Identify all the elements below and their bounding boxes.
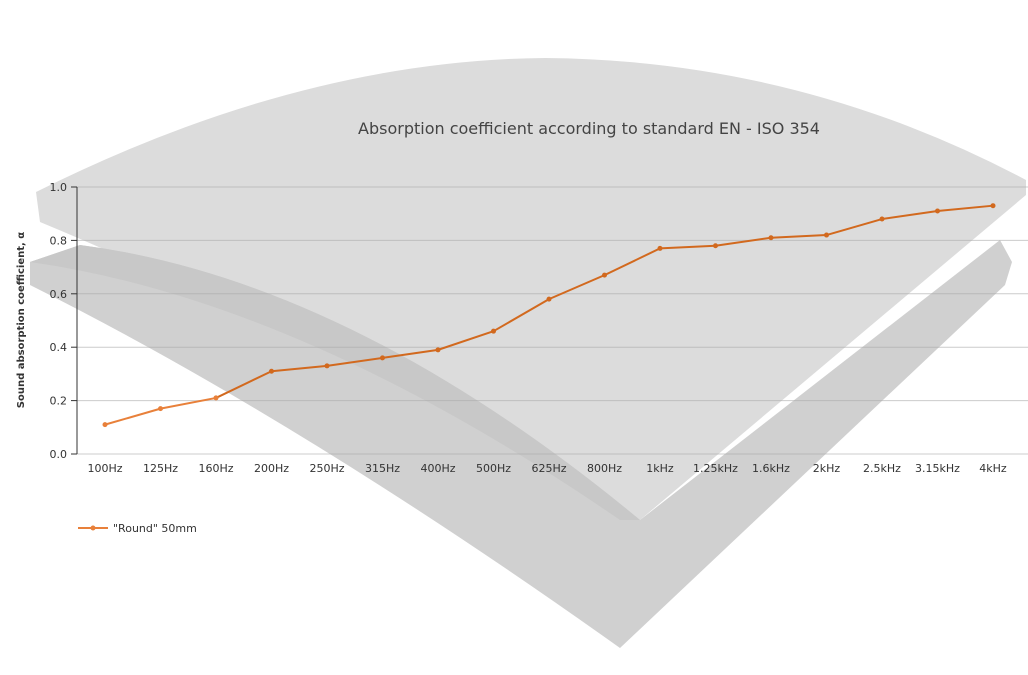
data-point-1kHz[interactable] bbox=[657, 245, 663, 251]
x-tick-label: 125Hz bbox=[143, 462, 178, 475]
y-axis-label: Sound absorption coefficient, α bbox=[16, 232, 27, 408]
x-tick-label: 400Hz bbox=[420, 462, 455, 475]
series-segment bbox=[160, 396, 217, 410]
series-segment bbox=[770, 234, 827, 239]
data-point-400Hz[interactable] bbox=[435, 347, 441, 353]
chart-title: Absorption coefficient according to stan… bbox=[358, 119, 820, 138]
data-point-1.6kHz[interactable] bbox=[768, 235, 774, 241]
x-tick-label: 2kHz bbox=[813, 462, 841, 475]
y-tick-label: 0.8 bbox=[50, 234, 68, 247]
y-tick-label: 0.0 bbox=[50, 448, 68, 461]
series-segment bbox=[271, 364, 328, 373]
x-tick-label: 200Hz bbox=[254, 462, 289, 475]
data-point-2.5kHz[interactable] bbox=[879, 216, 885, 222]
series-segment bbox=[715, 236, 772, 247]
data-point-315Hz[interactable] bbox=[380, 355, 385, 361]
data-point-2kHz[interactable] bbox=[824, 232, 829, 238]
foam-panel-background bbox=[30, 58, 1026, 648]
data-point-4kHz[interactable] bbox=[990, 203, 996, 209]
x-tick-label: 2.5kHz bbox=[863, 462, 901, 475]
series-segment bbox=[215, 370, 272, 399]
legend[interactable]: "Round" 50mm bbox=[78, 522, 197, 535]
series-segment bbox=[548, 274, 605, 301]
x-tick-label: 315Hz bbox=[365, 462, 400, 475]
series-segment bbox=[937, 204, 994, 213]
series-segment bbox=[881, 210, 938, 221]
series-segment bbox=[604, 247, 661, 277]
data-point-800Hz[interactable] bbox=[602, 272, 607, 278]
data-point-625Hz[interactable] bbox=[546, 296, 552, 302]
x-tick-label: 625Hz bbox=[531, 462, 566, 475]
series-segment bbox=[382, 348, 439, 359]
x-tick-label: 100Hz bbox=[87, 462, 122, 475]
series-segment bbox=[659, 244, 716, 250]
data-point-500Hz[interactable] bbox=[491, 328, 496, 334]
series-segment bbox=[326, 356, 383, 367]
x-tick-label: 250Hz bbox=[309, 462, 344, 475]
y-tick-label: 0.4 bbox=[50, 341, 68, 354]
y-tick-label: 0.2 bbox=[50, 395, 68, 408]
data-point-250Hz[interactable] bbox=[324, 363, 330, 369]
x-tick-label: 1.6kHz bbox=[752, 462, 790, 475]
series-segment bbox=[826, 218, 883, 237]
y-tick-label: 0.6 bbox=[50, 288, 68, 301]
x-tick-label: 800Hz bbox=[587, 462, 622, 475]
x-tick-label: 160Hz bbox=[198, 462, 233, 475]
data-point-3.15kHz[interactable] bbox=[935, 208, 940, 214]
legend-marker bbox=[90, 525, 96, 531]
x-tick-label: 4kHz bbox=[979, 462, 1007, 475]
series-segment bbox=[493, 298, 550, 333]
data-point-1.25kHz[interactable] bbox=[713, 243, 718, 249]
x-tick-label: 3.15kHz bbox=[915, 462, 960, 475]
data-point-100Hz[interactable] bbox=[102, 422, 108, 428]
legend-label: "Round" 50mm bbox=[113, 522, 197, 535]
x-tick-label: 500Hz bbox=[476, 462, 511, 475]
series-segment bbox=[437, 330, 494, 351]
data-point-160Hz[interactable] bbox=[213, 395, 219, 401]
x-tick-label: 1kHz bbox=[646, 462, 674, 475]
y-tick-label: 1.0 bbox=[50, 181, 68, 194]
x-tick-label: 1.25kHz bbox=[693, 462, 738, 475]
series-segment bbox=[104, 407, 161, 426]
data-point-125Hz[interactable] bbox=[158, 406, 163, 412]
data-point-200Hz[interactable] bbox=[269, 368, 274, 374]
